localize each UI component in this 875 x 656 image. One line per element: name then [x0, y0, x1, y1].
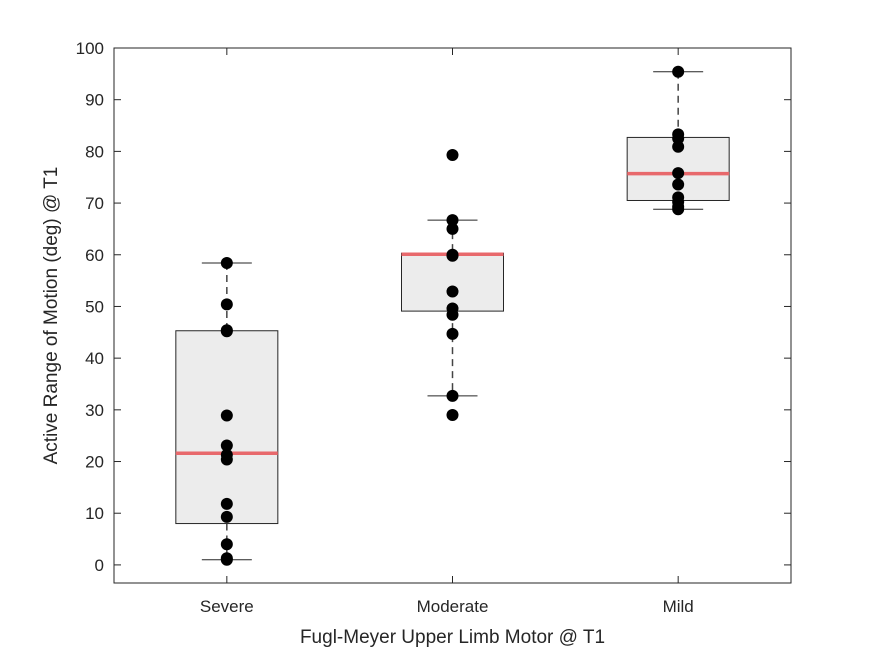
data-point	[220, 257, 233, 270]
data-point	[672, 178, 685, 191]
data-point	[220, 325, 233, 338]
data-point	[220, 409, 233, 422]
data-point	[446, 149, 459, 161]
y-tick-label: 80	[85, 142, 104, 161]
data-point	[220, 553, 233, 566]
box-iqr	[401, 252, 504, 312]
data-point	[220, 497, 233, 510]
y-tick-label: 0	[95, 556, 104, 575]
y-tick-label: 60	[85, 246, 104, 265]
x-tick-label: Mild	[663, 597, 694, 616]
x-tick-label: Moderate	[417, 597, 489, 616]
y-tick-label: 30	[85, 401, 104, 420]
data-point	[672, 132, 685, 145]
data-point	[672, 203, 685, 216]
data-point	[446, 214, 459, 227]
data-point	[220, 453, 233, 466]
y-ticks: 0 10 20 30 40 50 60 70 80 90 100	[76, 39, 791, 575]
box-iqr	[175, 330, 279, 525]
data-point	[220, 510, 233, 523]
x-axis-label: Fugl-Meyer Upper Limb Motor @ T1	[300, 627, 605, 648]
y-tick-label: 40	[85, 349, 104, 368]
y-tick-label: 10	[85, 504, 104, 523]
data-point	[446, 327, 459, 340]
data-point	[446, 409, 459, 422]
data-point	[220, 538, 233, 551]
y-axis-label: Active Range of Motion (deg) @ T1	[41, 167, 62, 465]
data-point	[446, 389, 459, 402]
y-tick-label: 50	[85, 297, 104, 316]
data-point	[672, 140, 685, 153]
data-point	[220, 298, 233, 311]
y-tick-label: 100	[76, 39, 104, 58]
data-point	[446, 285, 459, 298]
data-point	[672, 65, 685, 78]
x-tick-label: Severe	[200, 597, 254, 616]
data-point	[446, 222, 459, 235]
data-point	[446, 249, 459, 262]
data-point	[672, 167, 685, 180]
data-point	[220, 439, 233, 452]
y-tick-label: 90	[85, 91, 104, 110]
x-ticks: Severe Moderate Mild	[200, 48, 694, 616]
y-tick-label: 70	[85, 194, 104, 213]
data-point	[446, 308, 459, 321]
y-tick-label: 20	[85, 453, 104, 472]
points-layer	[220, 65, 685, 566]
